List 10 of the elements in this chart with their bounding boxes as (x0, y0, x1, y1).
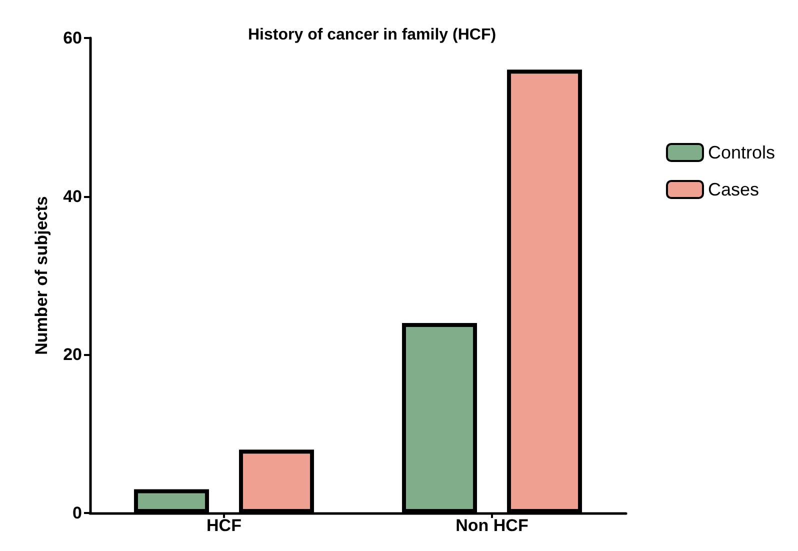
y-tick-label: 20 (63, 345, 82, 364)
y-axis-title: Number of subjects (32, 196, 51, 355)
y-tick-label: 40 (63, 186, 82, 206)
legend-label: Controls (708, 142, 776, 162)
x-tick-label: HCF (206, 516, 242, 535)
y-tick-label: 0 (72, 504, 82, 522)
chart-title: History of cancer in family (HCF) (248, 26, 496, 44)
y-tick-label: 60 (63, 28, 82, 48)
x-tick-label: Non HCF (456, 516, 528, 535)
legend-label: Cases (708, 180, 760, 200)
